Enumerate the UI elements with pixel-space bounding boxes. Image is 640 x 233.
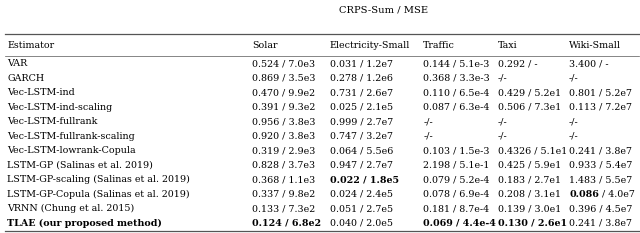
- Text: Vec-LSTM-fullrank-scaling: Vec-LSTM-fullrank-scaling: [7, 132, 135, 141]
- Text: -/-: -/-: [498, 117, 508, 126]
- Text: 0.933 / 5.4e7: 0.933 / 5.4e7: [569, 161, 632, 170]
- Text: 0.110 / 6.5e-4: 0.110 / 6.5e-4: [423, 88, 490, 97]
- Text: 0.051 / 2.7e5: 0.051 / 2.7e5: [330, 204, 393, 213]
- Text: 0.747 / 3.2e7: 0.747 / 3.2e7: [330, 132, 392, 141]
- Text: -/-: -/-: [423, 132, 433, 141]
- Text: -/-: -/-: [569, 132, 579, 141]
- Text: 0.124 / 6.8e2: 0.124 / 6.8e2: [252, 219, 321, 228]
- Text: -/-: -/-: [498, 74, 508, 83]
- Text: 0.113 / 7.2e7: 0.113 / 7.2e7: [569, 103, 632, 112]
- Text: 0.292 / -: 0.292 / -: [498, 59, 538, 68]
- Text: 0.391 / 9.3e2: 0.391 / 9.3e2: [252, 103, 316, 112]
- Text: 0.4326 / 5.1e1: 0.4326 / 5.1e1: [498, 146, 567, 155]
- Text: Electricity-Small: Electricity-Small: [330, 41, 410, 50]
- Text: 0.319 / 2.9e3: 0.319 / 2.9e3: [252, 146, 316, 155]
- Text: 0.040 / 2.0e5: 0.040 / 2.0e5: [330, 219, 392, 228]
- Text: 0.801 / 5.2e7: 0.801 / 5.2e7: [569, 88, 632, 97]
- Text: CRPS-Sum / MSE: CRPS-Sum / MSE: [339, 6, 429, 15]
- Text: 0.069 / 4.4e-4: 0.069 / 4.4e-4: [423, 219, 496, 228]
- Text: 0.031 / 1.2e7: 0.031 / 1.2e7: [330, 59, 392, 68]
- Text: VAR: VAR: [7, 59, 28, 68]
- Text: 3.400 / -: 3.400 / -: [569, 59, 609, 68]
- Text: 0.139 / 3.0e1: 0.139 / 3.0e1: [498, 204, 561, 213]
- Text: 0.368 / 1.1e3: 0.368 / 1.1e3: [252, 175, 316, 184]
- Text: LSTM-GP (Salinas et al. 2019): LSTM-GP (Salinas et al. 2019): [7, 161, 153, 170]
- Text: 0.337 / 9.8e2: 0.337 / 9.8e2: [252, 190, 316, 199]
- Text: -/-: -/-: [423, 117, 433, 126]
- Text: VRNN (Chung et al. 2015): VRNN (Chung et al. 2015): [7, 204, 134, 213]
- Text: LSTM-GP-scaling (Salinas et al. 2019): LSTM-GP-scaling (Salinas et al. 2019): [7, 175, 190, 184]
- Text: 0.947 / 2.7e7: 0.947 / 2.7e7: [330, 161, 392, 170]
- Text: 0.524 / 7.0e3: 0.524 / 7.0e3: [252, 59, 316, 68]
- Text: 0.064 / 5.5e6: 0.064 / 5.5e6: [330, 146, 393, 155]
- Text: 0.278 / 1.2e6: 0.278 / 1.2e6: [330, 74, 392, 83]
- Text: Wiki-Small: Wiki-Small: [569, 41, 621, 50]
- Text: Taxi: Taxi: [498, 41, 518, 50]
- Text: 0.506 / 7.3e1: 0.506 / 7.3e1: [498, 103, 561, 112]
- Text: Vec-LSTM-fullrank: Vec-LSTM-fullrank: [7, 117, 97, 126]
- Text: 0.828 / 3.7e3: 0.828 / 3.7e3: [252, 161, 316, 170]
- Text: 0.024 / 2.4e5: 0.024 / 2.4e5: [330, 190, 392, 199]
- Text: 0.133 / 7.3e2: 0.133 / 7.3e2: [252, 204, 316, 213]
- Text: 0.999 / 2.7e7: 0.999 / 2.7e7: [330, 117, 393, 126]
- Text: 2.198 / 5.1e-1: 2.198 / 5.1e-1: [423, 161, 490, 170]
- Text: TLAE (our proposed method): TLAE (our proposed method): [7, 219, 162, 228]
- Text: 0.183 / 2.7e1: 0.183 / 2.7e1: [498, 175, 561, 184]
- Text: Estimator: Estimator: [7, 41, 54, 50]
- Text: 0.731 / 2.6e7: 0.731 / 2.6e7: [330, 88, 393, 97]
- Text: -/-: -/-: [498, 132, 508, 141]
- Text: / 4.0e7: / 4.0e7: [599, 190, 635, 199]
- Text: 0.022 / 1.8e5: 0.022 / 1.8e5: [330, 175, 399, 184]
- Text: 0.208 / 3.1e1: 0.208 / 3.1e1: [498, 190, 561, 199]
- Text: -/-: -/-: [569, 74, 579, 83]
- Text: 0.241 / 3.8e7: 0.241 / 3.8e7: [569, 219, 632, 228]
- Text: LSTM-GP-Copula (Salinas et al. 2019): LSTM-GP-Copula (Salinas et al. 2019): [7, 190, 189, 199]
- Text: GARCH: GARCH: [7, 74, 44, 83]
- Text: -/-: -/-: [569, 117, 579, 126]
- Text: Solar: Solar: [252, 41, 278, 50]
- Text: 0.241 / 3.8e7: 0.241 / 3.8e7: [569, 146, 632, 155]
- Text: 0.103 / 1.5e-3: 0.103 / 1.5e-3: [423, 146, 490, 155]
- Text: Vec-LSTM-ind-scaling: Vec-LSTM-ind-scaling: [7, 103, 112, 112]
- Text: 1.483 / 5.5e7: 1.483 / 5.5e7: [569, 175, 632, 184]
- Text: Vec-LSTM-ind: Vec-LSTM-ind: [7, 88, 75, 97]
- Text: 0.181 / 8.7e-4: 0.181 / 8.7e-4: [423, 204, 490, 213]
- Text: 0.368 / 3.3e-3: 0.368 / 3.3e-3: [423, 74, 490, 83]
- Text: 0.078 / 6.9e-4: 0.078 / 6.9e-4: [423, 190, 490, 199]
- Text: 0.130 / 2.6e1: 0.130 / 2.6e1: [498, 219, 567, 228]
- Text: 0.396 / 4.5e7: 0.396 / 4.5e7: [569, 204, 632, 213]
- Text: Vec-LSTM-lowrank-Copula: Vec-LSTM-lowrank-Copula: [7, 146, 136, 155]
- Text: 0.086: 0.086: [569, 190, 599, 199]
- Text: 0.429 / 5.2e1: 0.429 / 5.2e1: [498, 88, 561, 97]
- Text: 0.956 / 3.8e3: 0.956 / 3.8e3: [252, 117, 316, 126]
- Text: 0.425 / 5.9e1: 0.425 / 5.9e1: [498, 161, 561, 170]
- Text: 0.025 / 2.1e5: 0.025 / 2.1e5: [330, 103, 393, 112]
- Text: 0.470 / 9.9e2: 0.470 / 9.9e2: [252, 88, 316, 97]
- Text: 0.869 / 3.5e3: 0.869 / 3.5e3: [252, 74, 316, 83]
- Text: Traffic: Traffic: [423, 41, 455, 50]
- Text: 0.144 / 5.1e-3: 0.144 / 5.1e-3: [423, 59, 490, 68]
- Text: 0.079 / 5.2e-4: 0.079 / 5.2e-4: [423, 175, 490, 184]
- Text: 0.087 / 6.3e-4: 0.087 / 6.3e-4: [423, 103, 490, 112]
- Text: 0.920 / 3.8e3: 0.920 / 3.8e3: [252, 132, 316, 141]
